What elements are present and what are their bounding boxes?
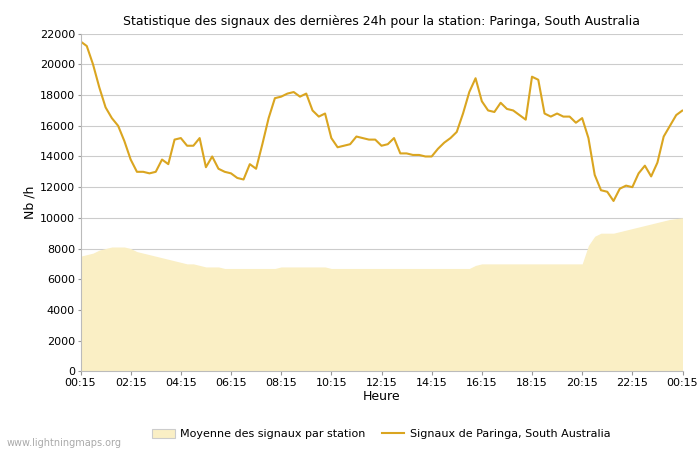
X-axis label: Heure: Heure (363, 390, 400, 403)
Legend: Moyenne des signaux par station, Signaux de Paringa, South Australia: Moyenne des signaux par station, Signaux… (148, 424, 615, 444)
Text: www.lightningmaps.org: www.lightningmaps.org (7, 438, 122, 448)
Y-axis label: Nb /h: Nb /h (24, 186, 37, 219)
Title: Statistique des signaux des dernières 24h pour la station: Paringa, South Austra: Statistique des signaux des dernières 24… (123, 15, 640, 28)
